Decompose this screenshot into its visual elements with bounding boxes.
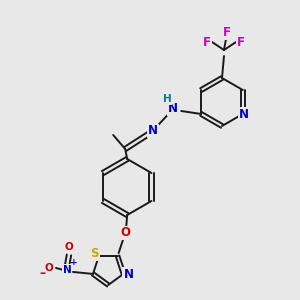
Text: O: O xyxy=(120,226,130,239)
Text: N: N xyxy=(168,103,178,116)
Text: O: O xyxy=(45,263,53,273)
Text: H: H xyxy=(163,94,172,104)
Text: F: F xyxy=(223,26,231,40)
Text: N: N xyxy=(63,265,71,275)
Text: N: N xyxy=(239,107,249,121)
Text: F: F xyxy=(237,37,245,50)
Text: O: O xyxy=(64,242,74,252)
Text: F: F xyxy=(203,37,211,50)
Text: S: S xyxy=(91,247,99,260)
Text: N: N xyxy=(123,268,134,281)
Text: N: N xyxy=(148,124,158,137)
Text: +: + xyxy=(70,258,78,267)
Text: –: – xyxy=(39,267,45,280)
